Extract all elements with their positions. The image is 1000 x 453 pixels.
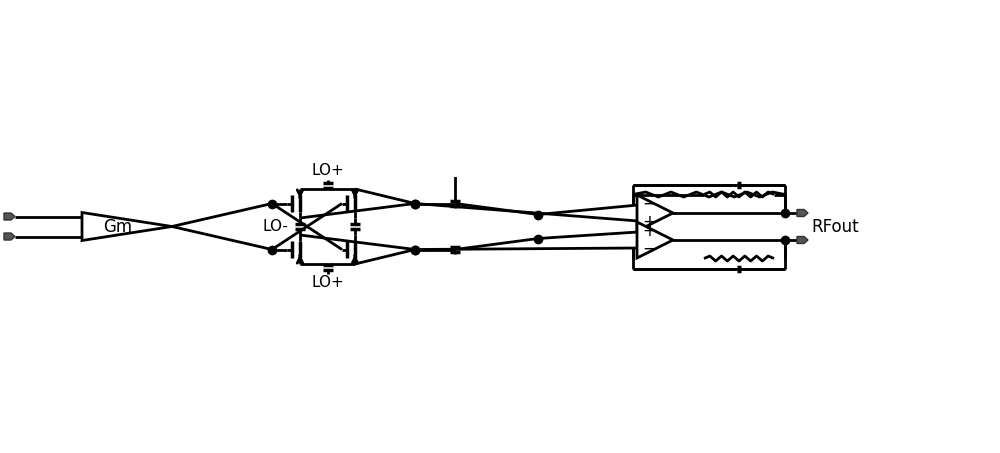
Text: +: + xyxy=(642,213,656,231)
Text: RFout: RFout xyxy=(811,217,859,236)
Polygon shape xyxy=(4,233,15,240)
Polygon shape xyxy=(4,213,15,220)
Text: −: − xyxy=(642,240,656,258)
Text: LO+: LO+ xyxy=(311,163,344,178)
Text: −: − xyxy=(642,195,656,213)
Text: LO+: LO+ xyxy=(311,275,344,290)
Text: +: + xyxy=(642,222,656,240)
Polygon shape xyxy=(637,195,673,231)
Polygon shape xyxy=(797,209,808,217)
Polygon shape xyxy=(797,236,808,244)
Polygon shape xyxy=(82,212,172,241)
Polygon shape xyxy=(637,222,673,258)
Text: Gm: Gm xyxy=(103,217,133,236)
Text: LO-: LO- xyxy=(262,219,288,234)
